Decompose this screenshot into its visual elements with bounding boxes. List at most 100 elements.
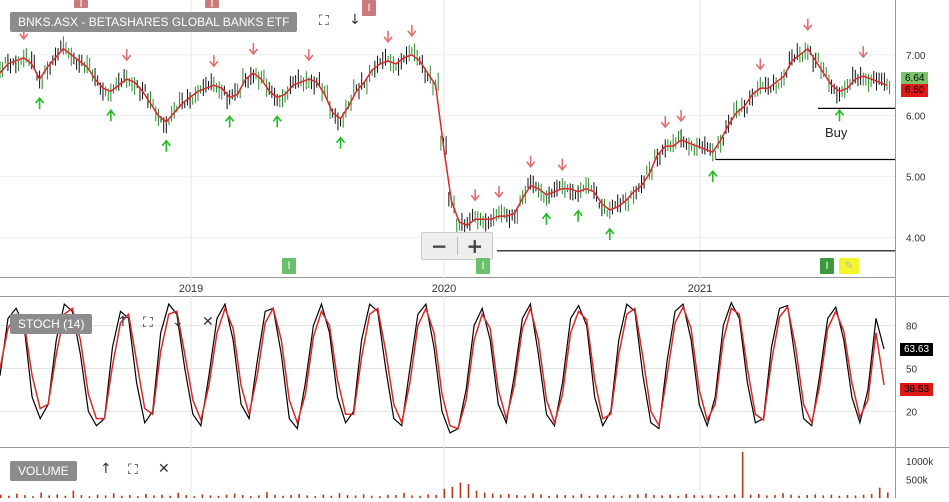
volume-bar — [153, 495, 155, 498]
volume-bar — [548, 495, 550, 498]
volume-bar — [677, 495, 679, 498]
event-flag-top[interactable]: I — [362, 0, 376, 16]
buy-signal-arrow — [605, 227, 615, 241]
volume-bar — [88, 496, 91, 498]
zoom-in-button[interactable]: + — [466, 234, 484, 258]
volume-bar — [741, 451, 744, 498]
volume-bar — [483, 492, 486, 498]
stoch-k-badge: 63.63 — [900, 343, 934, 356]
volume-bar — [330, 495, 333, 498]
volume-bar — [443, 488, 446, 498]
volume-bar — [80, 495, 83, 498]
buy-signal-arrow — [541, 212, 552, 225]
volume-bar — [637, 494, 639, 498]
volume-bar — [266, 492, 268, 498]
volume-bar — [8, 495, 10, 498]
y-tick-label: 4.00 — [906, 233, 926, 244]
volume-bar — [774, 495, 776, 498]
volume-bar — [306, 495, 309, 498]
volume-bar — [628, 494, 631, 498]
event-flag-top[interactable]: I — [74, 0, 88, 10]
y-tick-label: 5.00 — [906, 173, 926, 184]
volume-bar — [411, 495, 413, 498]
expand-price-icon[interactable]: ⛶ — [319, 13, 329, 29]
expand-volume-icon[interactable]: ⛶ — [128, 462, 138, 478]
y-tick-label: 6.00 — [906, 112, 926, 123]
move-down-icon[interactable]: ↓ — [172, 314, 184, 330]
volume-bar — [757, 493, 760, 498]
stoch-panel — [0, 301, 885, 434]
volume-panel — [0, 451, 889, 498]
stoch-panel-title[interactable]: STOCH (14) — [10, 314, 93, 334]
buy-signal-arrow — [106, 109, 116, 122]
sell-signal-arrow — [383, 30, 393, 44]
volume-bar — [588, 495, 591, 498]
event-flag-top[interactable]: I — [205, 0, 219, 10]
volume-bar — [249, 496, 252, 498]
volume-bar — [540, 494, 542, 498]
volume-bar — [403, 492, 405, 498]
volume-bar — [0, 494, 2, 498]
move-down-icon[interactable]: ↓ — [349, 12, 361, 28]
volume-bar — [378, 496, 381, 498]
volume-bar — [862, 494, 865, 498]
stoch-y-tick-label: 80 — [906, 322, 918, 333]
expand-stoch-icon[interactable]: ⛶ — [143, 315, 153, 331]
volume-bar — [814, 494, 817, 498]
volume-bar — [40, 492, 42, 498]
volume-bar — [217, 495, 220, 498]
close-stoch-icon[interactable]: ✕ — [202, 314, 214, 330]
zoom-control: − + — [421, 232, 493, 260]
volume-bar — [653, 495, 655, 498]
volume-panel-title[interactable]: VOLUME — [10, 461, 77, 481]
volume-bar — [693, 495, 696, 498]
pencil-flag[interactable]: ✎ — [839, 258, 859, 274]
volume-bar — [145, 493, 147, 498]
volume-bar — [274, 494, 276, 498]
sell-signal-arrow — [209, 55, 219, 68]
stoch-d-line — [0, 305, 885, 430]
volume-bar — [822, 495, 825, 498]
move-up-icon[interactable]: ↑ — [117, 314, 129, 330]
volume-bar — [354, 495, 357, 498]
move-up-icon[interactable]: ↑ — [100, 461, 112, 477]
volume-bar — [612, 495, 615, 498]
volume-bar — [572, 495, 575, 498]
volume-bar — [427, 494, 429, 498]
volume-bar — [387, 494, 389, 498]
event-flag-bottom[interactable]: I — [476, 258, 490, 274]
y-tick-label: 7.00 — [906, 51, 926, 62]
volume-bar — [645, 493, 647, 498]
volume-bar — [169, 495, 171, 498]
volume-bar — [322, 494, 325, 498]
volume-bar — [459, 482, 462, 498]
buy-signal-arrow — [708, 169, 718, 183]
zoom-out-button[interactable]: − — [430, 234, 448, 258]
volume-bar — [24, 495, 26, 498]
volume-bar — [854, 495, 857, 498]
axis-labels: 2019 2020 2021 4.00 5.00 6.00 7.00 20 50 80 500k 10… — [179, 51, 934, 487]
volume-bar — [282, 495, 284, 498]
sell-signal-arrow — [525, 155, 536, 168]
price-panel-title[interactable]: BNKS.ASX - BETASHARES GLOBAL BANKS ETF — [10, 12, 298, 32]
volume-y-tick-label: 500k — [906, 476, 929, 487]
volume-bar — [129, 495, 131, 498]
event-flag-bottom[interactable]: I — [820, 258, 834, 274]
volume-bar — [806, 495, 808, 498]
volume-bar — [749, 494, 752, 498]
x-tick-label: 2020 — [432, 283, 456, 295]
volume-bar — [104, 495, 107, 498]
volume-bar — [233, 493, 236, 498]
volume-bar — [870, 493, 873, 498]
volume-bar — [120, 495, 123, 498]
event-flag-bottom[interactable]: I — [282, 258, 296, 274]
volume-bar — [475, 490, 478, 498]
buy-signal-arrow — [335, 136, 346, 149]
volume-bar — [435, 495, 438, 498]
close-volume-icon[interactable]: ✕ — [158, 461, 170, 477]
buy-annotation: Buy — [825, 125, 848, 140]
sell-signal-arrow — [676, 110, 686, 123]
volume-bar — [499, 494, 502, 498]
price-panel — [0, 18, 895, 256]
